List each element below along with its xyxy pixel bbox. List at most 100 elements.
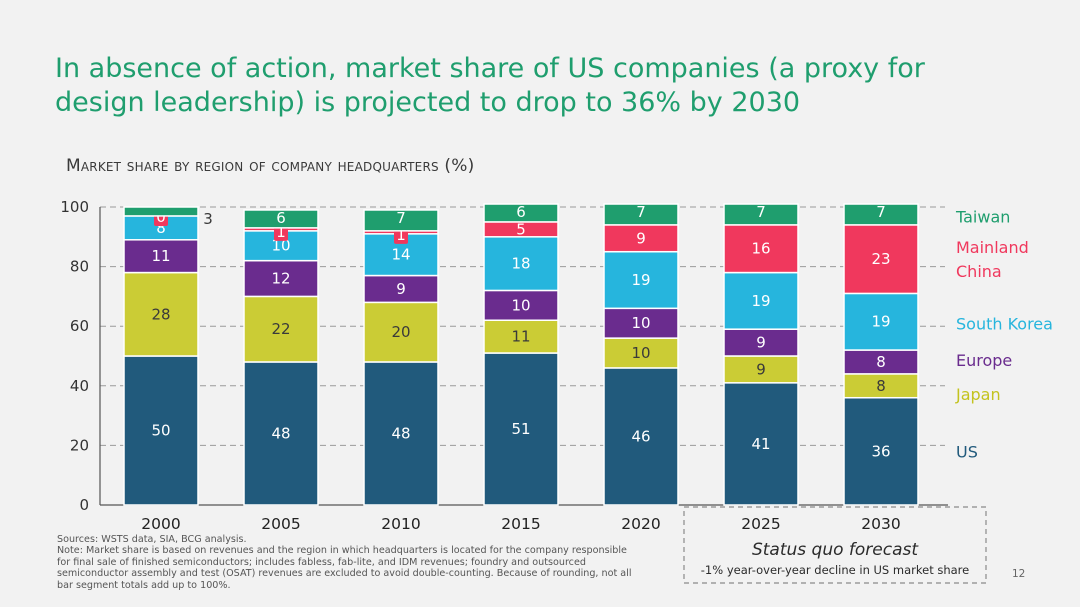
legend-label-mainland-china: Mainland xyxy=(956,238,1029,257)
x-tick-label: 2015 xyxy=(501,515,540,533)
x-tick-label: 2020 xyxy=(621,515,660,533)
legend-label-us: US xyxy=(956,442,978,461)
data-label-south-korea: 18 xyxy=(511,255,530,273)
data-label-us: 48 xyxy=(391,424,410,442)
bar-segment-taiwan xyxy=(603,203,679,226)
data-label-europe: 10 xyxy=(511,296,530,314)
data-label-mainland-china: 1 xyxy=(276,223,286,241)
bar-segment-us xyxy=(363,361,439,506)
data-label-south-korea: 19 xyxy=(751,292,770,310)
bar-segment-japan xyxy=(243,295,319,363)
bar-segment-taiwan xyxy=(123,206,199,217)
bar-segment-taiwan xyxy=(363,209,439,232)
x-tick-label: 2000 xyxy=(141,515,180,533)
bar-segment-us xyxy=(483,352,559,506)
data-label-taiwan: 6 xyxy=(516,203,526,221)
chart-subtitle: Market share by region of company headqu… xyxy=(66,156,475,176)
x-tick-label: 2030 xyxy=(861,515,900,533)
y-tick-label: 80 xyxy=(70,258,89,276)
bar-segment-south-korea xyxy=(843,292,919,351)
data-label-us: 41 xyxy=(751,435,770,453)
y-tick-label: 60 xyxy=(70,317,89,335)
bar-segment-europe xyxy=(123,239,199,274)
bar-segment-south-korea xyxy=(723,271,799,330)
data-label-us: 50 xyxy=(151,422,170,440)
data-label-japan: 10 xyxy=(631,344,650,362)
data-label-taiwan: 6 xyxy=(276,209,286,227)
bar-segment-japan xyxy=(603,337,679,369)
data-label-japan: 28 xyxy=(151,305,170,323)
data-label-japan: 20 xyxy=(391,323,410,341)
data-label-us: 36 xyxy=(871,442,890,460)
legend-label-europe: Europe xyxy=(956,351,1012,370)
bar-segment-us xyxy=(123,355,199,506)
data-label-south-korea: 19 xyxy=(631,271,650,289)
data-label-europe: 11 xyxy=(151,247,170,265)
note-line-4: bar segment totals add up to 100%. xyxy=(57,579,231,591)
data-label-mainland-china: 23 xyxy=(871,250,890,268)
x-tick-label: 2010 xyxy=(381,515,420,533)
data-label-taiwan: 7 xyxy=(636,203,646,221)
bar-segment-us xyxy=(843,396,919,506)
data-label-europe: 12 xyxy=(271,270,290,288)
legend-label-south-korea: South Korea xyxy=(956,315,1053,334)
note-line-1: Note: Market share is based on revenues … xyxy=(57,545,627,557)
bar-segment-us xyxy=(723,382,799,506)
sources-note: Sources: WSTS data, SIA, BCG analysis. xyxy=(57,534,247,545)
bar-segment-south-korea xyxy=(603,250,679,310)
page-title-line-1: In absence of action, market share of US… xyxy=(55,53,925,84)
data-label-south-korea: 8 xyxy=(156,219,166,237)
y-tick-label: 40 xyxy=(70,377,89,395)
data-label-mainland-china: 5 xyxy=(516,220,526,238)
data-label-taiwan: 7 xyxy=(876,203,886,221)
legend-label-mainland-china: China xyxy=(956,262,1002,281)
note-line-3: semiconductor assembly and test (OSAT) r… xyxy=(57,568,632,580)
bar-segment-japan xyxy=(483,319,559,354)
bar-segment-japan xyxy=(723,355,799,384)
bar-segment-taiwan xyxy=(483,203,559,223)
data-label-europe: 10 xyxy=(631,314,650,332)
forecast-sublabel: -1% year-over-year decline in US market … xyxy=(701,563,969,577)
bar-segment-mainland-china xyxy=(723,224,799,274)
bar-segment-us xyxy=(243,361,319,506)
data-label-japan: 11 xyxy=(511,328,530,346)
data-label-mainland-china: 9 xyxy=(636,229,646,247)
data-label-mainland-china: 16 xyxy=(751,240,770,258)
x-tick-label: 2025 xyxy=(741,515,780,533)
data-label-us: 46 xyxy=(631,427,650,445)
data-label-mainland-china: 0 xyxy=(156,208,166,226)
bar-segment-us xyxy=(603,367,679,506)
bar-segment-taiwan xyxy=(723,203,799,226)
page-number: 12 xyxy=(1012,568,1026,580)
data-label-south-korea: 14 xyxy=(391,246,410,264)
data-label-japan: 22 xyxy=(271,320,290,338)
data-label-japan: 9 xyxy=(756,360,766,378)
legend-label-japan: Japan xyxy=(955,385,1001,404)
y-tick-label: 20 xyxy=(70,436,89,454)
page-title-line-2: design leadership) is projected to drop … xyxy=(55,87,801,118)
data-label-taiwan: 3 xyxy=(203,210,213,228)
data-label-us: 48 xyxy=(271,424,290,442)
bar-segment-mainland-china xyxy=(603,224,679,253)
data-label-japan: 8 xyxy=(876,377,886,395)
bar-segment-taiwan xyxy=(843,203,919,226)
bar-segment-taiwan xyxy=(243,209,319,229)
forecast-label: Status quo forecast xyxy=(752,540,919,560)
bar-segment-europe xyxy=(243,259,319,298)
note-line-2: for final sale of finished semiconductor… xyxy=(57,556,586,568)
data-label-europe: 9 xyxy=(756,334,766,352)
y-tick-label: 0 xyxy=(79,496,89,514)
data-label-taiwan: 7 xyxy=(756,203,766,221)
data-label-south-korea: 19 xyxy=(871,313,890,331)
data-label-europe: 9 xyxy=(396,280,406,298)
footnotes: Sources: WSTS data, SIA, BCG analysis. N… xyxy=(57,534,677,591)
bar-segment-south-korea xyxy=(483,236,559,292)
x-tick-label: 2005 xyxy=(261,515,300,533)
bar-segment-japan xyxy=(363,301,439,363)
data-label-europe: 8 xyxy=(876,353,886,371)
bar-segment-mainland-china xyxy=(843,224,919,295)
data-label-us: 51 xyxy=(511,420,530,438)
page-title: In absence of action, market share of US… xyxy=(55,52,1035,120)
data-label-south-korea: 10 xyxy=(271,237,290,255)
